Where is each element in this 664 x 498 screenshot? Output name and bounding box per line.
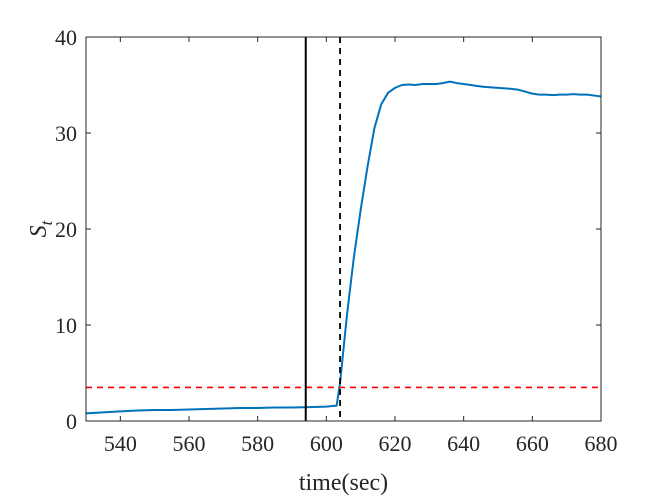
reference-lines bbox=[86, 37, 601, 421]
x-tick-label: 640 bbox=[447, 431, 480, 456]
x-tick-label: 560 bbox=[173, 431, 206, 456]
y-tick-label: 0 bbox=[66, 409, 77, 434]
plot-background bbox=[86, 37, 601, 421]
y-tick-label: 10 bbox=[55, 313, 77, 338]
y-tick-label: 40 bbox=[55, 25, 77, 50]
x-tick-label: 660 bbox=[516, 431, 549, 456]
ticks: 540 560 580 600 620 640 660 680 0 10 20 30 40 bbox=[55, 25, 618, 456]
x-axis-label: time(sec) bbox=[299, 470, 388, 496]
y-axis-label: St bbox=[26, 219, 56, 237]
x-tick-label: 680 bbox=[585, 431, 618, 456]
series-layer bbox=[85, 80, 602, 415]
x-tick-label: 600 bbox=[310, 431, 343, 456]
x-tick-label: 620 bbox=[379, 431, 412, 456]
series-line-0 bbox=[85, 80, 602, 415]
y-tick-label: 30 bbox=[55, 121, 77, 146]
y-axis-label-subscript: t bbox=[37, 219, 56, 225]
x-tick-label: 540 bbox=[104, 431, 137, 456]
x-tick-label: 580 bbox=[241, 431, 274, 456]
y-tick-label: 20 bbox=[55, 217, 77, 242]
y-axis-label-main: S bbox=[26, 225, 52, 237]
